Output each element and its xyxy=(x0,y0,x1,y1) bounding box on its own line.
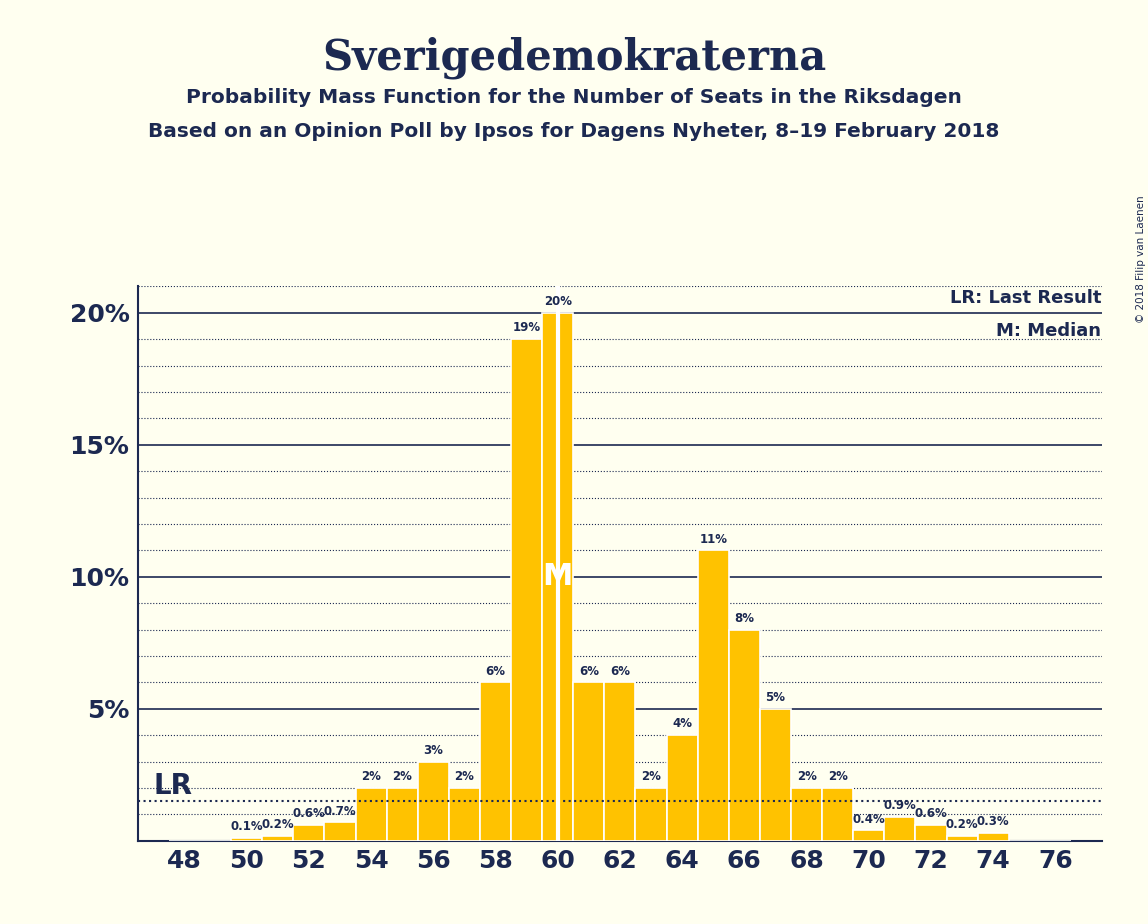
Bar xyxy=(853,831,884,841)
Text: 0.2%: 0.2% xyxy=(946,818,978,831)
Bar xyxy=(604,683,636,841)
Text: 0.9%: 0.9% xyxy=(884,799,916,812)
Text: 0.2%: 0.2% xyxy=(262,818,294,831)
Bar xyxy=(822,788,853,841)
Text: Based on an Opinion Poll by Ipsos for Dagens Nyheter, 8–19 February 2018: Based on an Opinion Poll by Ipsos for Da… xyxy=(148,122,1000,141)
Text: 2%: 2% xyxy=(828,771,847,784)
Bar xyxy=(542,313,573,841)
Text: Probability Mass Function for the Number of Seats in the Riksdagen: Probability Mass Function for the Number… xyxy=(186,88,962,107)
Text: 6%: 6% xyxy=(486,664,505,677)
Text: 0.4%: 0.4% xyxy=(853,812,885,825)
Text: 20%: 20% xyxy=(544,295,572,308)
Bar xyxy=(698,551,729,841)
Bar xyxy=(636,788,667,841)
Text: 19%: 19% xyxy=(512,322,541,334)
Text: M: Median: M: Median xyxy=(996,322,1101,340)
Text: 5%: 5% xyxy=(766,691,785,704)
Bar xyxy=(729,629,760,841)
Bar xyxy=(293,825,325,841)
Text: LR: Last Result: LR: Last Result xyxy=(949,289,1101,307)
Bar xyxy=(915,825,947,841)
Text: 2%: 2% xyxy=(455,771,474,784)
Text: 3%: 3% xyxy=(424,744,443,757)
Bar xyxy=(262,835,293,841)
Text: M: M xyxy=(543,563,573,591)
Bar xyxy=(356,788,387,841)
Text: 6%: 6% xyxy=(610,664,630,677)
Bar xyxy=(947,835,978,841)
Text: 0.6%: 0.6% xyxy=(915,808,947,821)
Bar xyxy=(387,788,418,841)
Bar xyxy=(511,339,542,841)
Bar xyxy=(418,761,449,841)
Bar xyxy=(449,788,480,841)
Text: 8%: 8% xyxy=(735,612,754,625)
Text: LR: LR xyxy=(154,772,193,800)
Text: 11%: 11% xyxy=(699,533,727,546)
Bar xyxy=(325,822,356,841)
Text: 0.6%: 0.6% xyxy=(293,808,325,821)
Bar xyxy=(760,709,791,841)
Text: 2%: 2% xyxy=(797,771,816,784)
Text: © 2018 Filip van Laenen: © 2018 Filip van Laenen xyxy=(1135,195,1146,322)
Text: 2%: 2% xyxy=(641,771,661,784)
Bar xyxy=(667,736,698,841)
Text: 0.1%: 0.1% xyxy=(231,821,263,833)
Bar xyxy=(231,838,262,841)
Text: 2%: 2% xyxy=(362,771,381,784)
Text: 4%: 4% xyxy=(672,718,692,731)
Text: 0.7%: 0.7% xyxy=(324,805,356,818)
Text: 2%: 2% xyxy=(393,771,412,784)
Bar xyxy=(573,683,604,841)
Bar xyxy=(884,817,915,841)
Bar xyxy=(480,683,511,841)
Bar xyxy=(978,833,1009,841)
Bar xyxy=(791,788,822,841)
Text: Sverigedemokraterna: Sverigedemokraterna xyxy=(321,37,827,79)
Text: 6%: 6% xyxy=(579,664,599,677)
Text: 0.3%: 0.3% xyxy=(977,815,1009,828)
